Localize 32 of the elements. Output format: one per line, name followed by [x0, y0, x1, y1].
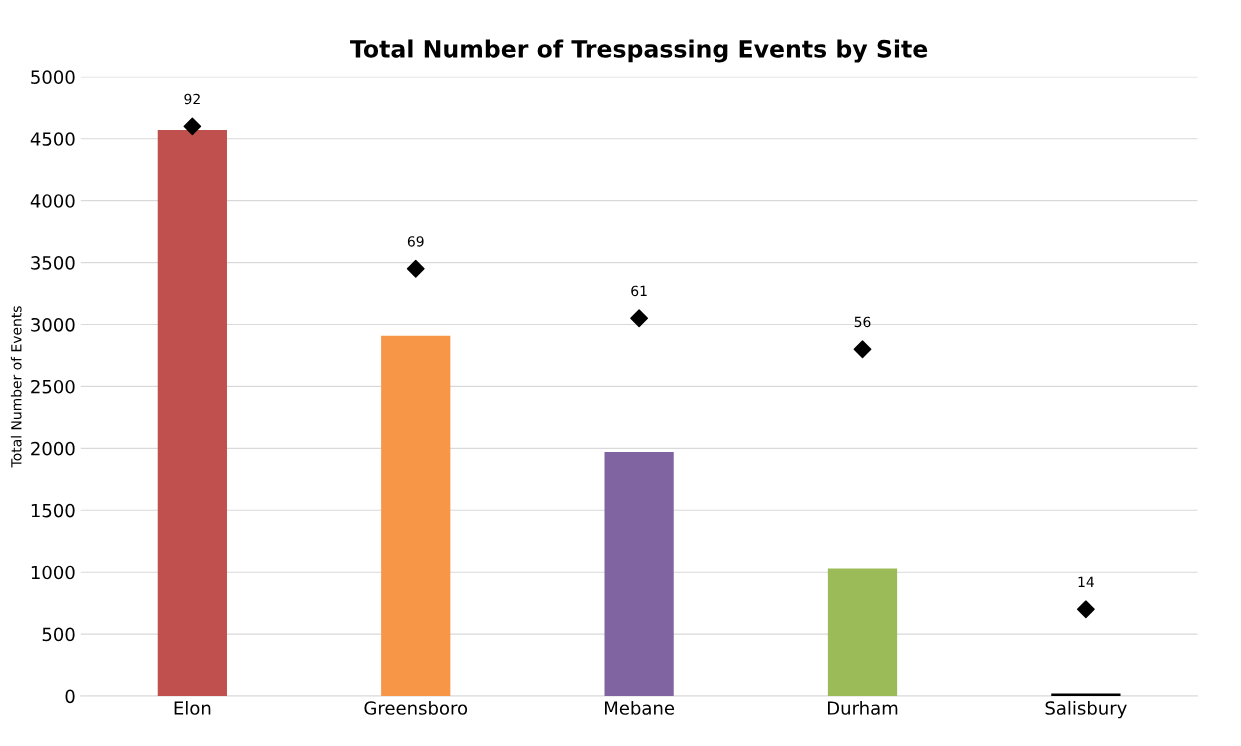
y-tick-label: 500: [42, 627, 75, 642]
y-tick-label: 5000: [31, 70, 75, 84]
x-tick-label: Salisbury: [1045, 700, 1127, 719]
point: [183, 117, 202, 136]
x-tick-label: Durham: [827, 700, 898, 715]
y-axis-title: Total Number of Events: [10, 306, 22, 468]
point: [630, 309, 649, 328]
x-tick-label: Elon: [174, 700, 211, 715]
x-tick-label: Greensboro: [364, 700, 468, 715]
y-tick-label: 1000: [31, 565, 75, 580]
bar: [827, 568, 898, 697]
point: [406, 259, 425, 278]
data-label: 69: [407, 236, 424, 247]
chart-title: Total Number of Trespassing Events by Site: [350, 39, 928, 63]
point: [853, 340, 872, 359]
y-tick-label: 1500: [31, 503, 75, 518]
bar: [157, 130, 227, 697]
data-label: 61: [631, 285, 647, 297]
y-tick-label: 4500: [30, 132, 75, 146]
y-tick-label: 0: [65, 689, 75, 704]
y-tick-label: 2000: [31, 441, 75, 456]
point: [1076, 600, 1095, 619]
data-label: 14: [1078, 576, 1094, 587]
y-tick-label: 3500: [31, 256, 75, 270]
bar: [604, 452, 674, 697]
y-tick-label: 4000: [30, 194, 75, 208]
data-label: 92: [184, 93, 200, 105]
x-tick-label: Mebane: [605, 700, 675, 715]
data-label: 56: [854, 316, 871, 328]
y-tick-label: 2500: [31, 379, 75, 394]
bar: [381, 335, 451, 697]
y-tick-label: 3000: [31, 317, 75, 332]
